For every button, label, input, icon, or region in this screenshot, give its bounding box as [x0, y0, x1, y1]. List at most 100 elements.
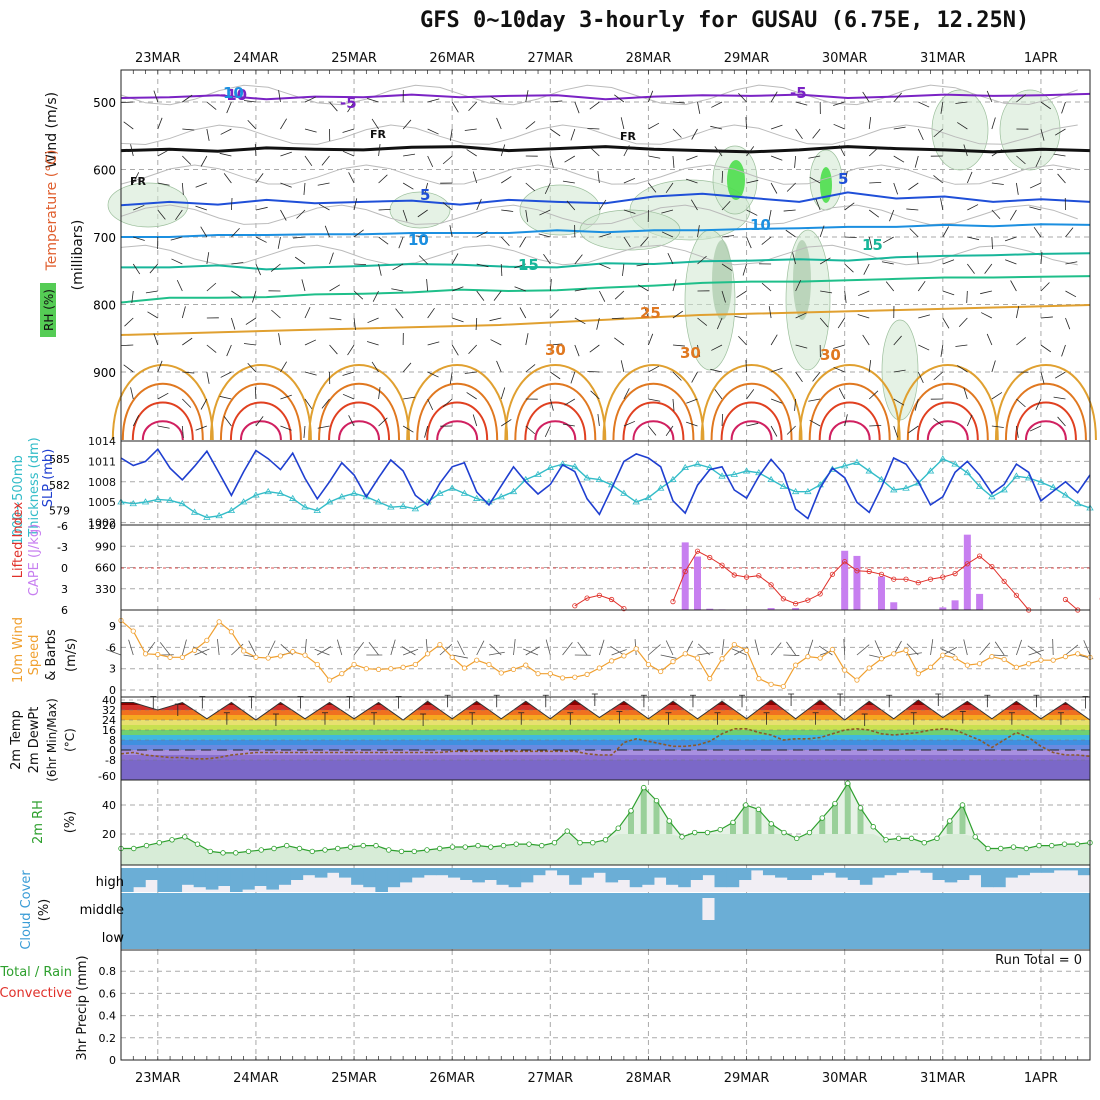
cloud-bar-high: [1005, 868, 1018, 878]
wind-barb: [770, 398, 783, 404]
wind-barb: [1053, 153, 1066, 157]
wind-barb: [525, 364, 536, 373]
contour-label: FR: [130, 175, 147, 188]
wind-barb: [858, 290, 870, 297]
wind-barb: [220, 128, 232, 135]
wind-barb: [392, 263, 404, 271]
rh-point: [182, 834, 188, 840]
wind-barb: [731, 648, 747, 656]
slp-tick-label: 1014: [88, 435, 116, 448]
wind-speed-point: [1013, 664, 1020, 670]
wind-barb: [697, 643, 711, 656]
wind-barb: [967, 236, 980, 241]
wind-barb: [620, 360, 625, 373]
wind-barb: [181, 639, 187, 656]
rh-point: [373, 842, 379, 849]
cloud-bar-high: [956, 868, 970, 880]
cape-bar: [706, 608, 714, 610]
lifted-index-point: [1013, 592, 1020, 598]
rh-point: [1036, 842, 1042, 849]
wind-barb: [277, 236, 281, 249]
wind-barb: [991, 392, 1003, 400]
date-tick-top: 29MAR: [724, 51, 770, 66]
wind-barb: [967, 263, 975, 274]
wind-barb: [255, 416, 264, 427]
thickness-point: [951, 460, 959, 467]
wind-barb: [874, 640, 882, 656]
wind-barb: [157, 392, 169, 400]
thickness-point: [1012, 472, 1021, 479]
wind-speed-point: [155, 651, 161, 658]
wind-barb: [819, 317, 829, 328]
wind-barb: [665, 425, 674, 437]
wind-barb: [893, 335, 902, 346]
wind-speed-point: [498, 670, 504, 676]
wind-barb: [348, 415, 355, 427]
warm-isotherm-loop: [602, 364, 705, 441]
rh-contour-shade: [931, 89, 989, 171]
wind-barb: [245, 317, 257, 325]
temp-band: [121, 720, 1090, 725]
wind-barb: [475, 317, 478, 331]
wind-barb: [672, 101, 685, 104]
thickness-point: [399, 502, 407, 509]
wind-barb: [157, 425, 170, 429]
contour-label: 10: [223, 84, 244, 102]
wind-barb: [746, 209, 758, 216]
wind-barb: [490, 339, 502, 346]
wind-barb: [329, 101, 338, 112]
panel-frame: [120, 949, 1091, 1061]
wind-barb: [342, 371, 355, 376]
wind-barb: [991, 360, 996, 373]
cape-tick-label: 1320: [88, 519, 116, 532]
thickness-point: [264, 487, 272, 495]
wind-barb: [940, 198, 944, 211]
rh-point: [309, 848, 315, 855]
thickness-point: [644, 493, 653, 501]
warm-isotherm-loop: [524, 401, 587, 441]
wind-barb: [219, 152, 232, 157]
rh-point: [959, 802, 966, 808]
wind-barb: [171, 258, 183, 265]
axis-label-wind-barbs: & Barbs: [44, 629, 59, 681]
wind-barb: [378, 174, 388, 184]
wind-barb: [672, 398, 675, 411]
cloud-bar-high: [145, 868, 158, 880]
wind-speed-point: [817, 655, 823, 661]
wind-barb: [648, 90, 654, 103]
cloud-bar-high: [605, 868, 619, 883]
wind-barb: [721, 235, 734, 238]
wind-barb: [812, 371, 821, 382]
lifted-index-point: [584, 595, 590, 601]
wind-speed-point: [609, 658, 615, 664]
thickness-point: [595, 475, 604, 483]
wind-barb: [195, 182, 208, 188]
rh-point: [245, 848, 252, 855]
wind-barb: [745, 359, 747, 373]
wind-speed-point: [707, 676, 713, 682]
wind-barb: [402, 119, 412, 130]
thickness-point: [227, 506, 236, 513]
wind-barb: [1016, 398, 1026, 408]
wind-barb: [501, 176, 512, 184]
wind-speed-point: [167, 654, 173, 660]
cloud-bar-high: [871, 868, 885, 878]
wind-barb: [761, 236, 772, 245]
wind-barb: [342, 128, 355, 133]
wind-barb: [885, 281, 895, 292]
cloud-bar-high: [363, 868, 376, 888]
lifted-index-point: [842, 559, 848, 565]
lifted-index-point: [927, 576, 934, 582]
thickness-point: [853, 458, 861, 465]
wind-barb: [271, 309, 281, 319]
date-tick-bottom: 23MAR: [135, 1071, 181, 1086]
wind-speed-point: [866, 665, 872, 671]
wind-barb: [721, 413, 724, 427]
wind-barb: [391, 288, 404, 292]
wind-barb: [686, 155, 698, 161]
lifted-index-point: [596, 592, 602, 598]
axis-label-thickness-unit: Thickness (dm): [27, 437, 42, 537]
temp-band: [121, 735, 1090, 740]
thickness-line: [120, 458, 1091, 519]
wind-barb: [402, 182, 414, 190]
